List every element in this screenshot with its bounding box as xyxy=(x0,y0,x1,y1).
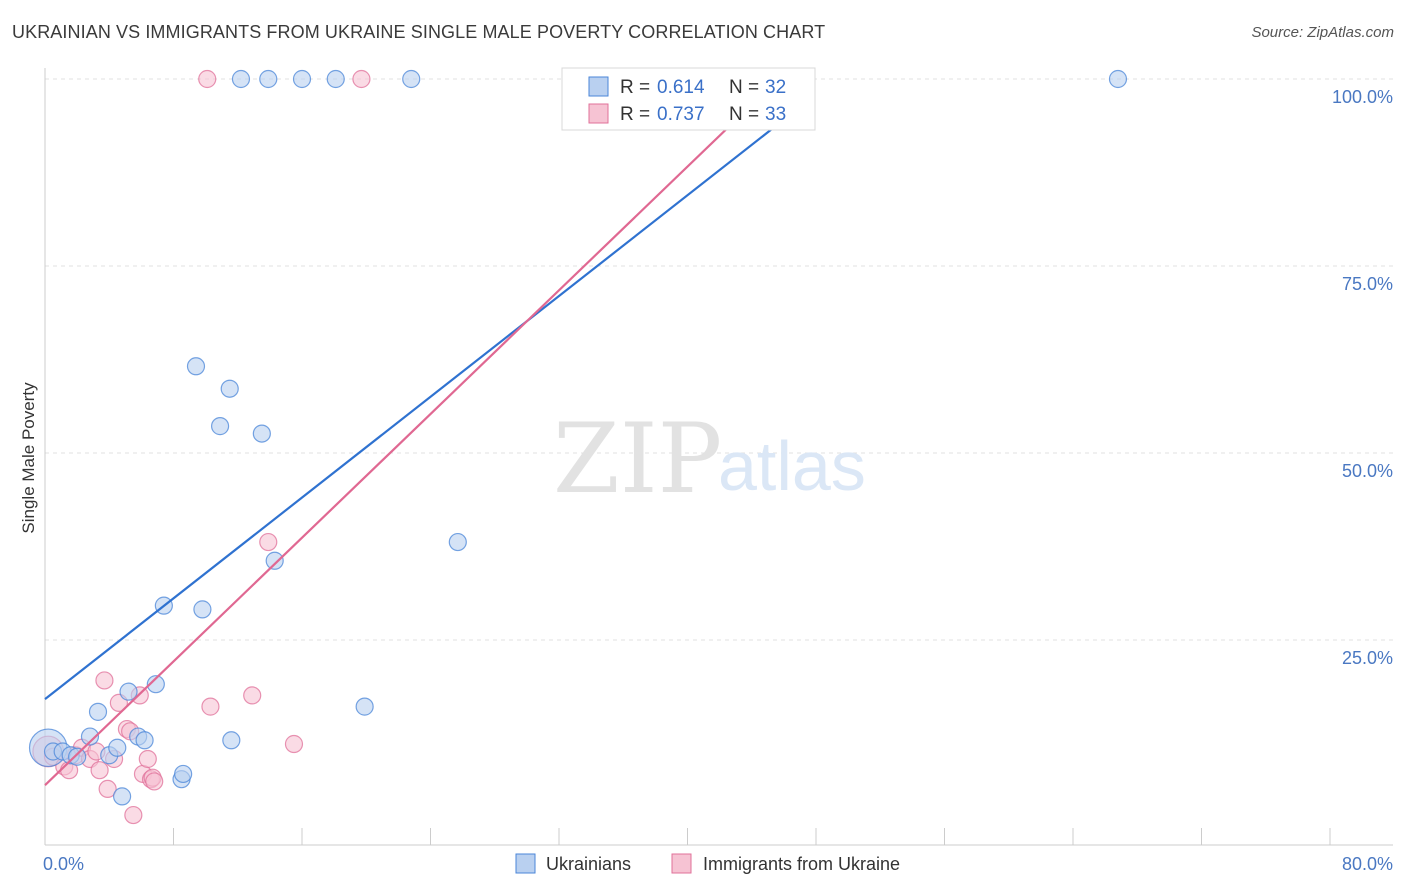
ukrainians-point xyxy=(231,69,251,89)
bottom-legend: Ukrainians Immigrants from Ukraine xyxy=(515,853,900,874)
ukrainians-point xyxy=(68,747,87,766)
immigrants-point xyxy=(124,805,143,825)
legend-n-value-immigrants: 33 xyxy=(765,104,786,125)
ukrainians-point xyxy=(80,727,100,746)
legend-swatch-ukrainians xyxy=(588,76,609,97)
ukrainians-point xyxy=(186,357,206,376)
ukrainians-point xyxy=(108,738,127,757)
bottom-legend-swatch-ukrainians xyxy=(515,853,536,874)
y-tick-label: 100.0% xyxy=(1332,87,1393,107)
watermark-zip: ZIP xyxy=(553,403,722,515)
x-tick-labels: 0.0% 80.0% xyxy=(43,854,1393,874)
ukrainians-point xyxy=(402,69,421,89)
ukrainians-point xyxy=(326,69,345,89)
y-tick-label: 25.0% xyxy=(1342,648,1393,668)
ukrainians-point xyxy=(448,532,467,552)
immigrants-point xyxy=(138,749,157,769)
ukrainians-point xyxy=(355,697,374,716)
bottom-legend-label-immigrants: Immigrants from Ukraine xyxy=(703,854,900,874)
ukrainians-point xyxy=(259,69,278,89)
data-points xyxy=(28,69,1128,825)
legend-r-label-immigrants: R = xyxy=(620,104,650,125)
immigrants-point xyxy=(201,697,220,716)
watermark-atlas: atlas xyxy=(718,427,866,505)
source-credit: Source: ZipAtlas.com xyxy=(1251,24,1394,41)
x-tick-label: 80.0% xyxy=(1342,854,1393,874)
ukrainians-point xyxy=(174,764,193,784)
immigrants-point xyxy=(95,671,114,690)
legend-n-label-ukrainians: N = xyxy=(729,77,759,98)
ukrainians-point xyxy=(292,69,312,89)
immigrants-point xyxy=(145,772,164,791)
ukrainians-point xyxy=(146,675,165,694)
immigrants-point xyxy=(198,69,217,89)
immigrants-point xyxy=(90,761,109,780)
ukrainians-point xyxy=(112,787,132,806)
ukrainians-point xyxy=(193,600,212,619)
legend-r-value-ukrainians: 0.614 xyxy=(657,77,705,98)
ukrainians-point xyxy=(1108,69,1128,89)
ukrainians-point xyxy=(135,731,154,750)
y-tick-label: 75.0% xyxy=(1342,274,1393,294)
ukrainians-point xyxy=(119,682,138,701)
gridlines xyxy=(45,78,1393,641)
y-axis-label: Single Male Poverty xyxy=(19,382,38,534)
bottom-legend-label-ukrainians: Ukrainians xyxy=(546,854,631,874)
chart-title: UKRAINIAN VS IMMIGRANTS FROM UKRAINE SIN… xyxy=(12,22,826,42)
y-tick-label: 50.0% xyxy=(1342,461,1393,481)
ukrainians-trend-line xyxy=(44,99,809,701)
immigrants-point xyxy=(98,779,117,799)
axes xyxy=(44,68,1393,846)
ukrainians-point xyxy=(222,731,241,750)
immigrants-point xyxy=(259,532,278,552)
ukrainians-point xyxy=(88,702,108,721)
immigrants-trend-line xyxy=(44,96,761,786)
legend-n-label-immigrants: N = xyxy=(729,104,759,125)
immigrants-point xyxy=(284,734,304,754)
legend-swatch-immigrants xyxy=(588,103,609,124)
watermark: ZIP atlas xyxy=(553,403,866,515)
immigrants-point xyxy=(243,686,262,705)
legend: R = 0.614 N = 32 R = 0.737 N = 33 xyxy=(561,67,816,131)
ukrainians-point xyxy=(220,379,239,398)
legend-r-value-immigrants: 0.737 xyxy=(657,104,705,125)
bottom-legend-swatch-immigrants xyxy=(671,853,692,874)
ukrainians-point xyxy=(252,424,271,443)
ukrainians-point xyxy=(265,551,284,570)
legend-n-value-ukrainians: 32 xyxy=(765,77,786,98)
immigrants-point xyxy=(352,69,371,89)
ukrainians-point xyxy=(210,417,230,436)
trend-lines xyxy=(44,96,809,786)
y-tick-labels: 25.0% 50.0% 75.0% 100.0% xyxy=(1332,87,1393,668)
x-tick-label: 0.0% xyxy=(43,854,84,874)
legend-r-label-ukrainians: R = xyxy=(620,77,650,98)
